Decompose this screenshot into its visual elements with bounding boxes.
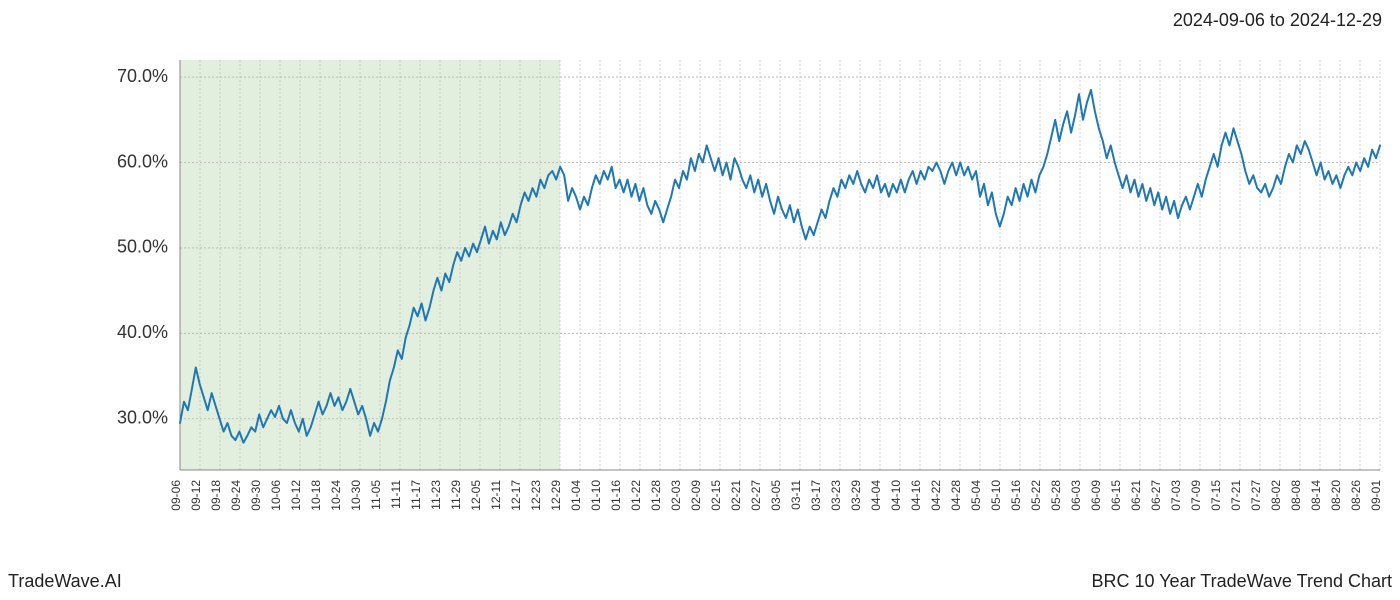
x-tick-label: 06-03 bbox=[1069, 480, 1083, 511]
x-tick-label: 07-09 bbox=[1189, 480, 1203, 511]
x-tick-label: 12-23 bbox=[529, 480, 543, 511]
x-tick-label: 07-03 bbox=[1169, 480, 1183, 511]
x-tick-label: 07-27 bbox=[1249, 480, 1263, 511]
y-tick-label: 70.0% bbox=[117, 66, 168, 86]
x-tick-label: 09-06 bbox=[169, 480, 183, 511]
x-tick-label: 05-22 bbox=[1029, 480, 1043, 511]
x-tick-label: 05-28 bbox=[1049, 480, 1063, 511]
y-tick-label: 50.0% bbox=[117, 237, 168, 257]
y-tick-label: 40.0% bbox=[117, 322, 168, 342]
x-tick-label: 12-29 bbox=[549, 480, 563, 511]
x-tick-label: 01-28 bbox=[649, 480, 663, 511]
x-tick-label: 05-10 bbox=[989, 480, 1003, 511]
x-tick-label: 06-15 bbox=[1109, 480, 1123, 511]
x-tick-label: 04-16 bbox=[909, 480, 923, 511]
highlight-region bbox=[180, 60, 560, 470]
x-tick-label: 06-09 bbox=[1089, 480, 1103, 511]
x-tick-label: 11-05 bbox=[369, 480, 383, 510]
x-tick-label: 09-12 bbox=[189, 480, 203, 511]
x-tick-label: 08-08 bbox=[1289, 480, 1303, 511]
x-tick-label: 10-12 bbox=[289, 480, 303, 511]
x-tick-label: 04-22 bbox=[929, 480, 943, 511]
x-tick-label: 11-11 bbox=[389, 480, 403, 509]
brand-label: TradeWave.AI bbox=[8, 571, 122, 592]
x-tick-label: 01-04 bbox=[569, 480, 583, 511]
chart-container: 30.0% 40.0% 50.0% 60.0% 70.0% 09-06 09-12 09-18… bbox=[0, 40, 1400, 560]
chart-title: BRC 10 Year TradeWave Trend Chart bbox=[1092, 571, 1393, 592]
y-tick-label: 30.0% bbox=[117, 408, 168, 428]
x-tick-label: 10-18 bbox=[309, 480, 323, 511]
x-tick-label: 02-09 bbox=[689, 480, 703, 511]
x-tick-label: 05-16 bbox=[1009, 480, 1023, 511]
x-tick-label: 04-10 bbox=[889, 480, 903, 511]
x-tick-label: 04-04 bbox=[869, 480, 883, 511]
x-tick-label: 03-11 bbox=[789, 480, 803, 510]
x-tick-label: 06-21 bbox=[1129, 480, 1143, 511]
x-tick-label: 02-03 bbox=[669, 480, 683, 511]
x-tick-label: 09-18 bbox=[209, 480, 223, 511]
x-tick-label: 11-17 bbox=[409, 480, 423, 510]
x-tick-label: 10-24 bbox=[329, 480, 343, 511]
x-tick-label: 08-14 bbox=[1309, 480, 1323, 511]
x-tick-label: 07-21 bbox=[1229, 480, 1243, 511]
x-tick-label: 01-16 bbox=[609, 480, 623, 511]
x-tick-label: 07-15 bbox=[1209, 480, 1223, 511]
x-tick-label: 02-21 bbox=[729, 480, 743, 511]
y-tick-label: 60.0% bbox=[117, 151, 168, 171]
trend-chart: 30.0% 40.0% 50.0% 60.0% 70.0% 09-06 09-12 09-18… bbox=[0, 40, 1400, 560]
x-tick-label: 09-01 bbox=[1369, 480, 1383, 511]
x-tick-label: 08-20 bbox=[1329, 480, 1343, 511]
x-tick-label: 05-04 bbox=[969, 480, 983, 511]
x-tick-label: 08-02 bbox=[1269, 480, 1283, 511]
x-tick-label: 02-27 bbox=[749, 480, 763, 511]
x-tick-label: 06-27 bbox=[1149, 480, 1163, 511]
x-tick-label: 09-30 bbox=[249, 480, 263, 511]
x-tick-label: 12-17 bbox=[509, 480, 523, 511]
x-tick-label: 11-29 bbox=[449, 480, 463, 510]
x-tick-label: 03-29 bbox=[849, 480, 863, 511]
x-tick-label: 01-22 bbox=[629, 480, 643, 511]
x-tick-label: 12-05 bbox=[469, 480, 483, 511]
x-tick-label: 03-05 bbox=[769, 480, 783, 511]
x-tick-label: 09-24 bbox=[229, 480, 243, 511]
x-tick-label: 10-30 bbox=[349, 480, 363, 511]
x-tick-label: 03-17 bbox=[809, 480, 823, 511]
x-tick-label: 03-23 bbox=[829, 480, 843, 511]
x-tick-label: 04-28 bbox=[949, 480, 963, 511]
x-tick-label: 02-15 bbox=[709, 480, 723, 511]
date-range-label: 2024-09-06 to 2024-12-29 bbox=[1173, 10, 1382, 31]
x-tick-label: 01-10 bbox=[589, 480, 603, 511]
x-tick-label: 11-23 bbox=[429, 480, 443, 510]
x-tick-label: 10-06 bbox=[269, 480, 283, 511]
x-tick-label: 12-11 bbox=[489, 480, 503, 510]
x-tick-label: 08-26 bbox=[1349, 480, 1363, 511]
